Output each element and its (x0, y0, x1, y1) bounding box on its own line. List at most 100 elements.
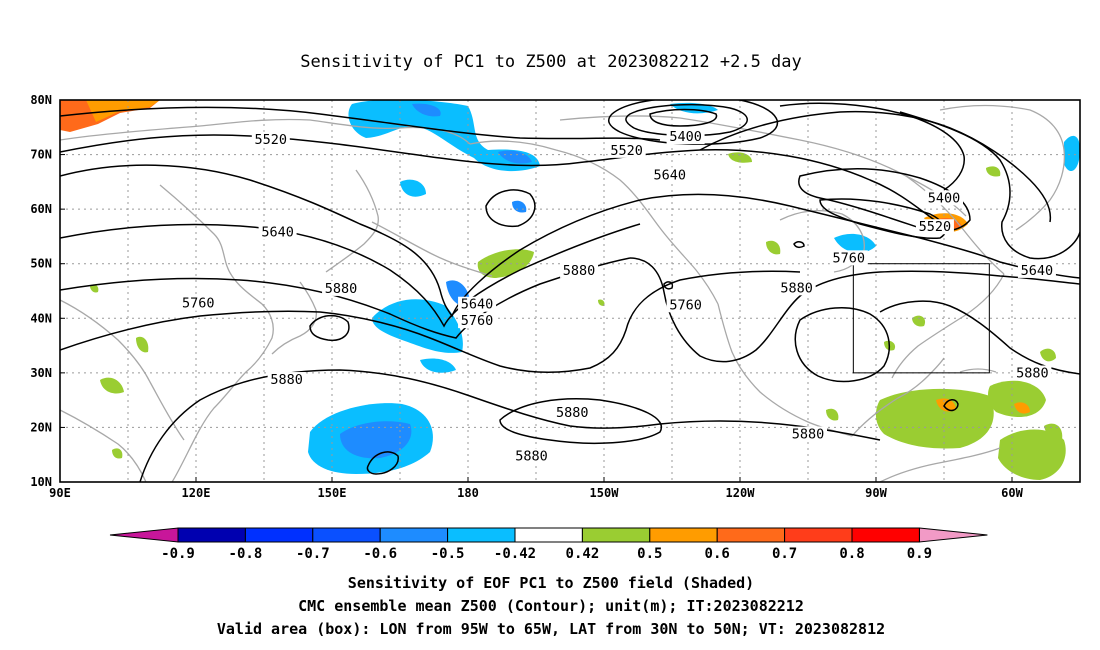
contour-label-halo (789, 426, 827, 442)
negative-sensitivity-patch-arctic (348, 100, 540, 172)
lat-label: 50N (30, 257, 52, 271)
figure-title: Sensitivity of PC1 to Z500 at 2023082212… (300, 52, 802, 72)
caption-contour: CMC ensemble mean Z500 (Contour); unit(m… (298, 597, 804, 615)
contour-label: 5520 (919, 219, 952, 235)
negative-sensitivity-core-tropical-pacific (340, 421, 412, 459)
lat-label: 70N (30, 148, 52, 162)
contour-label-halo (458, 313, 497, 329)
contour-5760-pacific-high (309, 314, 350, 342)
contour-5400-arctic (779, 102, 965, 191)
caption-valid-area: Valid area (box): LON from 95W to 65W, L… (217, 620, 885, 638)
contour-pole-low-1 (607, 100, 779, 145)
contour-5520-outer-arctic (699, 110, 1052, 223)
contour-label-halo (258, 224, 297, 240)
map-frame (59, 99, 1081, 483)
coastline-indochina (60, 409, 147, 482)
lon-label: 120W (726, 486, 756, 500)
contour-label-halo (251, 131, 290, 147)
contour-5880-a (60, 270, 801, 373)
contour-label: 5760 (669, 297, 702, 313)
colorbar-level-label: -0.42 (494, 546, 536, 562)
contour-label: 5880 (556, 405, 589, 421)
contour-label: 5640 (1021, 263, 1054, 279)
colorbar: -0.9 -0.8 -0.7 -0.6 -0.5 -0.42 0.42 0.5 0.6 0.7 0.… (109, 527, 988, 562)
contour-5880-c (879, 300, 1080, 375)
colorbar-swatch (447, 527, 516, 543)
colorbar-level-label: -0.5 (431, 546, 465, 562)
coastline-arctic-canada (559, 115, 967, 217)
positive-sensitivity-core-caribbean (936, 398, 956, 412)
negative-sensitivity-core-alaska (498, 150, 532, 164)
contour-label-halo (458, 296, 497, 312)
latitude-labels: 80N 70N 60N 50N 40N 30N 20N 10N (30, 93, 52, 489)
positive-sensitivity-core-atlantic-tropics (1014, 402, 1030, 414)
colorbar-level-label: 0.6 (705, 546, 730, 562)
contour-5880-b (139, 369, 881, 482)
positive-sensitivity-patch-greenland-south (986, 166, 1001, 177)
contour-5880-e (499, 398, 663, 445)
contour-5640-a (60, 164, 791, 318)
contour-label: 5520 (610, 143, 643, 159)
coastline-gulf-mexico (851, 357, 945, 437)
coastline-aleutians (371, 221, 493, 277)
negative-sensitivity-core-arctic (412, 103, 441, 117)
lon-label: 180 (457, 486, 479, 500)
contour-label-halo (560, 262, 599, 278)
contour-label-halo (915, 219, 954, 235)
colorbar-swatch (649, 527, 718, 543)
colorbar-level-label: 0.9 (907, 546, 932, 562)
colorbar-high-extend (918, 527, 988, 543)
positive-sensitivity-patch-atlantic-south (998, 429, 1066, 480)
contour-5520-alaska-low (485, 189, 536, 228)
positive-sensitivity-patch-sw-us (598, 299, 605, 306)
contour-label-halo (322, 280, 361, 296)
z500-contours (60, 100, 1080, 482)
contour-5520-b (60, 134, 941, 225)
colorbar-level-label: 0.8 (839, 546, 864, 562)
contour-label: 5880 (325, 281, 358, 297)
colorbar-level-label: -0.9 (161, 546, 195, 562)
valid-area-box (852, 263, 990, 374)
contour-label: 5520 (255, 132, 288, 148)
contour-label-halo (512, 448, 551, 464)
axis-ticks (59, 99, 1013, 483)
lat-label: 30N (30, 366, 52, 380)
contour-label-halo (1013, 365, 1052, 381)
contour-label: 5640 (261, 225, 294, 241)
contour-label: 5400 (669, 129, 702, 145)
caption-shaded: Sensitivity of EOF PC1 to Z500 field (Sh… (348, 574, 754, 592)
positive-sensitivity-patch-caribbean (875, 388, 994, 449)
colorbar-swatch (581, 527, 651, 543)
lon-label: 90W (865, 486, 887, 500)
contour-5640-b (60, 223, 641, 328)
colorbar-level-label: 0.42 (566, 546, 600, 562)
coastline-alaska (469, 140, 719, 305)
contour-5760-center-low (663, 281, 674, 290)
positive-sensitivity-patch-hudson (766, 240, 781, 255)
negative-sensitivity-patch-great-lakes (834, 233, 876, 253)
contour-label: 5760 (461, 313, 494, 329)
contour-5520-a (60, 106, 661, 141)
contour-label-halo (1017, 262, 1056, 278)
contour-label-halo (607, 142, 646, 158)
positive-sensitivity-patch-us-east (912, 315, 926, 327)
lat-label: 80N (30, 93, 52, 107)
contour-5760-a (60, 257, 631, 339)
lat-label: 20N (30, 420, 52, 434)
contour-label: 5760 (182, 296, 215, 312)
contour-label-halo (179, 295, 218, 311)
contour-pole-low-3 (649, 108, 718, 127)
contour-label: 5880 (780, 280, 813, 296)
colorbar-level-label: 0.7 (772, 546, 797, 562)
lat-label: 10N (30, 475, 52, 489)
colorbar-swatch (784, 527, 853, 543)
coastline-labrador (905, 175, 1005, 275)
coastline-caribbean-islands (959, 368, 997, 373)
negative-sensitivity-patch-greenland (1064, 135, 1080, 172)
positive-sensitivity-patch-sea-of-japan (100, 377, 124, 394)
contour-pole-low-2 (625, 103, 748, 137)
longitude-labels: 90E 120E 150E 180 150W 120W 90W 60W (49, 486, 1023, 500)
coastline-china-coast (60, 299, 185, 441)
contour-label-halo (553, 404, 592, 420)
